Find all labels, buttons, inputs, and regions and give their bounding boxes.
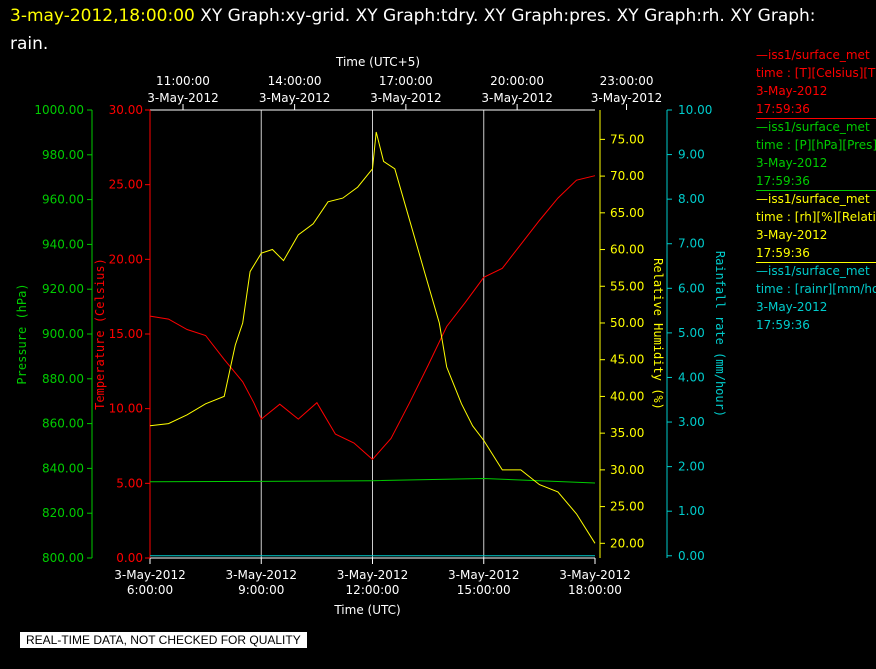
rh-tick-label: 50.00	[610, 316, 644, 330]
pressure-axis-label: Pressure (hPa)	[15, 283, 29, 384]
legend-name: —iss1/surface_met	[756, 48, 870, 62]
pressure-tick-label: 840.00	[42, 461, 84, 475]
pressure-series-line	[149, 477, 596, 484]
pressure-tick-label: 980.00	[42, 148, 84, 162]
top-tick-time: 17:00:00	[379, 74, 433, 88]
pressure-tick-label: 1000.00	[34, 103, 84, 117]
chart-title: 3-may-2012,18:00:00 XY Graph:xy-grid. XY…	[10, 2, 850, 58]
rain-tick-label: 10.00	[678, 103, 712, 117]
rain-axis-label: Rainfall rate (mm/hour)	[713, 251, 727, 417]
top-tick-date: 3-May-2012	[481, 91, 552, 105]
rain-tick-label: 7.00	[678, 237, 705, 251]
rain-tick-label: 3.00	[678, 415, 705, 429]
top-tick-date: 3-May-2012	[147, 91, 218, 105]
rain-tick-label: 6.00	[678, 281, 705, 295]
rh-tick-label: 20.00	[610, 536, 644, 550]
rain-tick-label: 5.00	[678, 326, 705, 340]
pressure-tick-label: 820.00	[42, 506, 84, 520]
title-timestamp: 3-may-2012,18:00:00	[10, 6, 195, 26]
legend-date: 3-May-2012	[756, 228, 828, 242]
legend-time: 17:59:36	[756, 172, 876, 191]
top-tick-time: 14:00:00	[268, 74, 322, 88]
legend-unit: time : [rainr][mm/hour]	[756, 282, 876, 296]
temperature-axis-label: Temperature (Celsius)	[93, 258, 107, 410]
legend-time: 17:59:36	[756, 100, 876, 119]
legend-unit: time : [T][Celsius][Tdry]	[756, 66, 876, 80]
temperature-tick-label: 30.00	[109, 103, 143, 117]
rh-tick-label: 60.00	[610, 243, 644, 257]
legend-unit: time : [rh][%][Relative]	[756, 210, 876, 224]
rain-tick-label: 2.00	[678, 460, 705, 474]
bottom-axis-label: Time (UTC)	[333, 603, 400, 617]
temperature-tick-label: 0.00	[116, 551, 143, 565]
top-tick-time: 20:00:00	[490, 74, 544, 88]
rh-tick-label: 65.00	[610, 206, 644, 220]
top-tick-date: 3-May-2012	[259, 91, 330, 105]
temperature-series-line	[149, 175, 596, 461]
rh-tick-label: 75.00	[610, 132, 644, 146]
temperature-tick-label: 10.00	[109, 402, 143, 416]
rh-tick-label: 30.00	[610, 463, 644, 477]
bottom-tick-date: 3-May-2012	[337, 568, 408, 582]
rain-tick-label: 1.00	[678, 504, 705, 518]
legend-name: —iss1/surface_met	[756, 120, 870, 134]
bottom-tick-time: 15:00:00	[457, 583, 511, 597]
rh-tick-label: 55.00	[610, 279, 644, 293]
pressure-tick-label: 860.00	[42, 417, 84, 431]
legend-date: 3-May-2012	[756, 156, 828, 170]
legend-time: 17:59:36	[756, 316, 876, 334]
rh-tick-label: 70.00	[610, 169, 644, 183]
rh-tick-label: 25.00	[610, 500, 644, 514]
temperature-tick-label: 15.00	[109, 327, 143, 341]
legend-time: 17:59:36	[756, 244, 876, 263]
rh-tick-label: 45.00	[610, 353, 644, 367]
bottom-tick-date: 3-May-2012	[226, 568, 297, 582]
bottom-tick-date: 3-May-2012	[448, 568, 519, 582]
legend-unit: time : [P][hPa][Pres]	[756, 138, 876, 152]
bottom-tick-time: 18:00:00	[568, 583, 622, 597]
top-tick-time: 11:00:00	[156, 74, 210, 88]
rh-tick-label: 40.00	[610, 389, 644, 403]
legend-date: 3-May-2012	[756, 84, 828, 98]
rain-tick-label: 8.00	[678, 192, 705, 206]
rain-tick-label: 9.00	[678, 148, 705, 162]
legend-date: 3-May-2012	[756, 300, 828, 314]
pressure-tick-label: 900.00	[42, 327, 84, 341]
rh-axis-label: Relative Humidity (%)	[651, 258, 665, 410]
top-tick-date: 3-May-2012	[370, 91, 441, 105]
rh-series-line	[149, 131, 596, 544]
top-tick-time: 23:00:00	[600, 74, 654, 88]
bottom-tick-time: 9:00:00	[238, 583, 284, 597]
bottom-tick-time: 6:00:00	[127, 583, 173, 597]
legend-name: —iss1/surface_met	[756, 192, 870, 206]
quality-disclaimer: REAL-TIME DATA, NOT CHECKED FOR QUALITY	[20, 632, 307, 648]
rain-tick-label: 0.00	[678, 549, 705, 563]
temperature-tick-label: 20.00	[109, 252, 143, 266]
temperature-tick-label: 25.00	[109, 178, 143, 192]
rain-tick-label: 4.00	[678, 370, 705, 384]
pressure-tick-label: 920.00	[42, 282, 84, 296]
temperature-tick-label: 5.00	[116, 476, 143, 490]
legend-name: —iss1/surface_met	[756, 264, 870, 278]
pressure-tick-label: 960.00	[42, 193, 84, 207]
pressure-tick-label: 800.00	[42, 551, 84, 565]
title-graph-list: XY Graph:xy-grid. XY Graph:tdry. XY Grap…	[10, 6, 816, 54]
bottom-tick-date: 3-May-2012	[114, 568, 185, 582]
rh-tick-label: 35.00	[610, 426, 644, 440]
top-axis-label: Time (UTC+5)	[335, 55, 420, 69]
pressure-tick-label: 880.00	[42, 372, 84, 386]
bottom-tick-date: 3-May-2012	[559, 568, 630, 582]
top-tick-date: 3-May-2012	[591, 91, 662, 105]
bottom-tick-time: 12:00:00	[346, 583, 400, 597]
pressure-tick-label: 940.00	[42, 237, 84, 251]
